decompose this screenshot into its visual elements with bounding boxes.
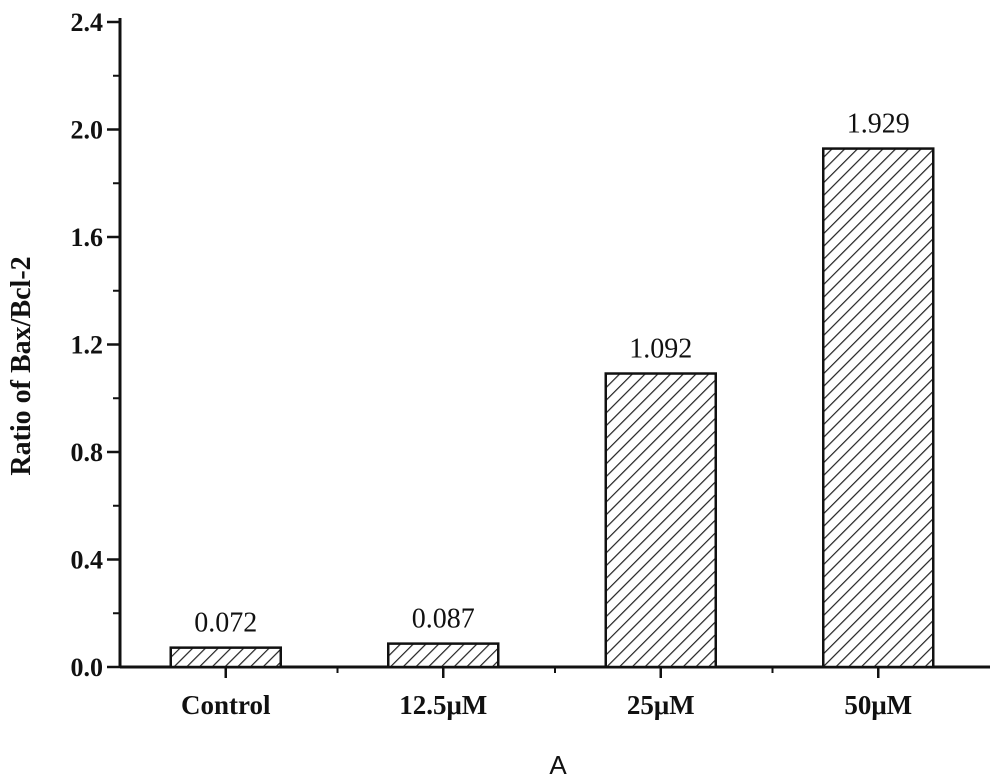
bar (387, 642, 500, 669)
y-tick-label: 1.2 (71, 331, 104, 360)
data-label: 0.072 (194, 608, 257, 639)
bars (169, 147, 935, 669)
data-label: 1.092 (629, 334, 692, 365)
bar (169, 646, 282, 669)
labels: 0.0 0.4 0.8 1.2 1.6 2.0 2.4 0.072 Control 0.087 12… (71, 8, 913, 720)
x-tick-label: Control (181, 690, 271, 720)
x-tick-label: 12.5μM (399, 690, 487, 720)
y-tick-label: 0.4 (71, 546, 104, 575)
data-label: 0.087 (412, 604, 475, 635)
y-axis-title: Ratio of Bax/Bcl-2 (6, 256, 37, 475)
y-tick-label: 2.0 (71, 116, 104, 145)
y-tick-label: 2.4 (71, 8, 104, 37)
data-label: 1.929 (847, 109, 910, 140)
y-tick-label: 0.8 (71, 438, 104, 467)
y-tick-label: 0.0 (71, 653, 104, 682)
bar (822, 147, 935, 669)
y-tick-label: 1.6 (71, 223, 104, 252)
x-axis-title: A (549, 750, 567, 777)
x-tick-label: 25μM (627, 690, 695, 720)
bar (604, 372, 717, 669)
x-tick-label: 50μM (844, 690, 912, 720)
